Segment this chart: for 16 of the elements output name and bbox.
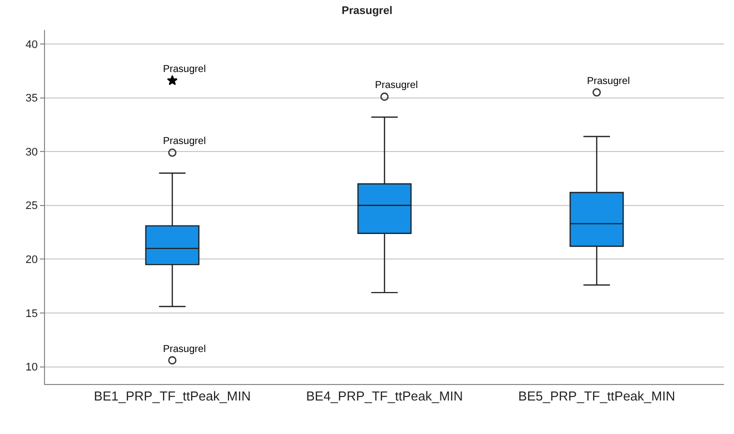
y-tick-label: 25 <box>26 200 38 212</box>
y-tick-label: 35 <box>26 92 38 105</box>
annotation: Prasugrel <box>163 136 206 147</box>
annotation: Prasugrel <box>163 64 206 75</box>
x-tick-label: BE1_PRP_TF_ttPeak_MIN <box>94 388 251 404</box>
annotation: Prasugrel <box>587 76 630 87</box>
y-tick-label: 20 <box>26 254 38 266</box>
x-tick-label: BE4_PRP_TF_ttPeak_MIN <box>306 388 463 404</box>
x-tick-label: BE5_PRP_TF_ttPeak_MIN <box>518 388 676 404</box>
y-tick-label: 40 <box>26 38 38 51</box>
y-tick-label: 15 <box>26 308 38 320</box>
annotation: Prasugrel <box>163 344 206 355</box>
annotation: Prasugrel <box>375 80 418 91</box>
y-tick-label: 30 <box>26 146 38 158</box>
y-tick-label: 10 <box>26 362 38 374</box>
chart-title: Prasugrel <box>342 5 392 18</box>
